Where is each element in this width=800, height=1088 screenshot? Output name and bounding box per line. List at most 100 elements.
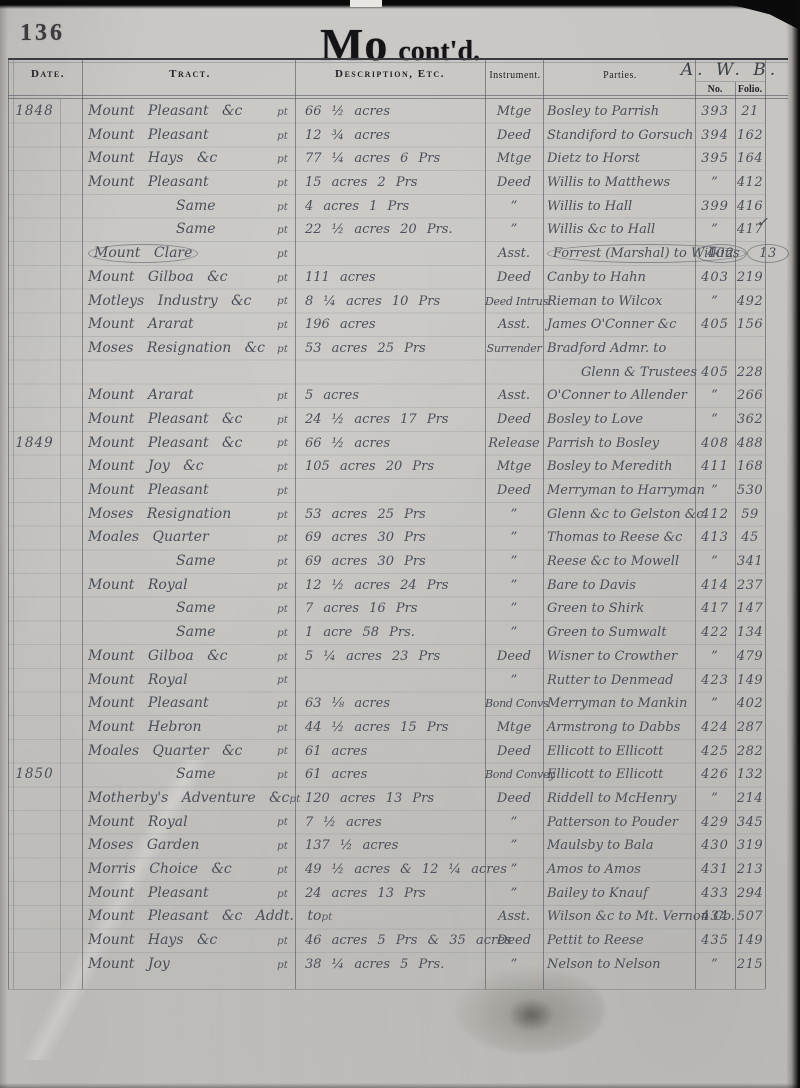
cell-parties: Ellicott to Ellicott [543,740,695,764]
cell-folio: 345 [736,814,764,830]
cell-instrument [485,361,543,385]
part-abbrev: pt [321,911,333,924]
cell-no: ” [711,696,719,712]
cell-parties: Willis &c to Hall [543,218,695,242]
scan-left-edge [0,0,8,1088]
cell-tract: Mount Pleasant pt [82,479,295,503]
cell-tract: Mount Pleasant &c pt [82,408,295,432]
ledger-row: Mount Gilboa &c pt 5 ¼ acres 23 Prs Deed … [9,645,765,669]
page-title-main: Mo [319,19,389,70]
cell-instrument: Bond Convey [485,768,556,782]
cell-date [9,290,60,314]
cell-instrument: ” [510,862,518,877]
part-abbrev: pt [277,650,288,663]
cell-folio: 228 [736,364,764,380]
cell-folio: 156 [736,317,764,333]
cell-parties: Green to Shirk [543,597,695,621]
cell-tract: Same pt [82,621,295,645]
part-abbrev: pt [277,437,288,450]
cell-tract: Mount Royal pt [82,574,295,598]
cell-date: 1848 [15,103,54,119]
tract-name: Same [176,221,216,238]
cell-parties: Forrest (Marshal) to Wilkins [543,242,746,266]
cell-date [9,882,60,906]
cell-no: 431 [701,862,729,877]
cell-folio: 319 [736,838,764,854]
part-abbrev: pt [277,129,288,142]
parties-names: Wisner to Crowther [547,648,678,664]
vrule-parties-no [695,58,696,989]
cell-parties: Patterson to Pouder [543,811,695,835]
cell-description [295,242,485,266]
cell-no: 434 [701,909,729,925]
tract-name: Morris Choice &c [88,861,232,877]
rule-title-bottom [8,58,788,60]
cell-description: 61 acres [305,743,368,759]
cell-tract: Mount Pleasant pt [82,882,295,906]
parties-names: Ellicott to Ellicott [547,743,664,759]
tract-name: Moales Quarter &c [88,742,243,759]
tract-name: Mount Ararat [88,316,194,333]
cell-folio: 479 [736,648,764,664]
cell-description: 63 ⅛ acres [305,696,391,712]
cell-date [9,692,60,716]
ledger-row: Moales Quarter &c pt 61 acres Deed Ellico… [9,740,765,764]
vrule-left-inner [13,58,14,989]
cell-description: 137 ½ acres [305,838,399,854]
col-header-parties: Parties. [603,70,637,81]
page-number: 136 [20,20,65,46]
cell-date-sub [60,195,82,219]
cell-description: 12 ½ acres 24 Prs [305,577,449,593]
col-header-instrument: Instrument. [489,70,541,81]
ledger-row: Mount Pleasant &c pt 24 ½ acres 17 Prs De… [9,408,765,432]
ledger-row: 1848 Mount Pleasant &c pt 66 ½ acres Mtge… [9,100,765,124]
cell-date [9,834,60,858]
cell-date-sub [60,811,82,835]
rule-awb-underline [695,81,765,82]
cell-instrument: Mtge [496,719,532,735]
cell-no: 403 [701,269,729,285]
cell-folio: 213 [736,862,764,877]
tract-name: Motleys Industry &c [88,292,252,309]
rule-header-bottom [8,95,788,96]
cell-no: 430 [701,838,729,854]
part-abbrev: pt [277,413,288,426]
tract-name: Mount Pleasant &c [88,434,243,451]
cell-tract: Motherby's Adventure &c pt [82,787,300,811]
parties-names: O'Conner to Allender [547,388,687,404]
cell-tract: Morris Choice &c pt [82,858,295,882]
tract-name: Same [176,766,216,783]
cell-date [9,550,60,574]
tract-name: Same [176,600,216,617]
paper-stain-dark [508,998,554,1032]
cell-date [9,953,60,977]
cell-description: 44 ½ acres 15 Prs [305,719,449,735]
cell-parties: Rieman to Wilcox [543,290,695,314]
ledger-row: Mount Clare pt Asst. Forrest (Marshal) to… [9,242,789,266]
cell-description: 53 acres 25 Prs [305,506,426,522]
cell-folio: 266 [736,388,764,404]
cell-date: 1849 [15,434,54,451]
cell-parties: Bare to Davis [543,574,695,598]
col-header-folio: Folio. [737,84,763,95]
vrule-left-outer [8,58,9,989]
cell-folio: 416 [736,198,764,214]
cell-folio: 219 [736,269,764,285]
cell-no: 414 [701,577,729,593]
cell-description: 7 ½ acres [305,814,382,830]
parties-names: Thomas to Reese &c [547,530,683,546]
ledger-row: Mount Royal pt 7 ½ acres ” Patterson to P… [9,811,765,835]
ledger-row: Mount Royal pt 12 ½ acres 24 Prs ” Bare t… [9,574,765,598]
cell-folio [735,337,765,361]
cell-parties: Green to Sumwalt [543,621,695,645]
part-abbrev: pt [277,247,288,260]
vrule-no-folio [735,82,736,989]
cell-description: 24 ½ acres 17 Prs [305,411,449,427]
cell-description: 53 acres 25 Prs [305,340,426,356]
cell-instrument: ” [510,838,518,854]
ledger-row: Moses Resignation pt 53 acres 25 Prs ” Gl… [9,503,765,527]
cell-date-sub [60,432,82,456]
cell-instrument: Deed [496,269,532,285]
cell-no: 429 [701,814,729,830]
tract-name: Mount Joy &c [88,458,204,475]
